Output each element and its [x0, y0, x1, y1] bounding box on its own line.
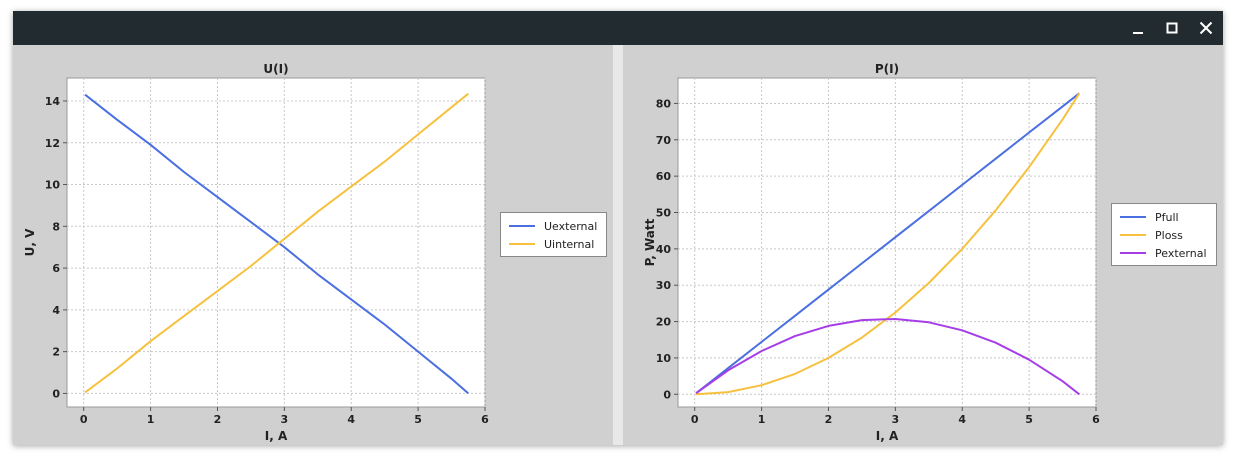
- series-line-ploss: [696, 92, 1081, 396]
- x-tick-label: 0: [80, 413, 88, 426]
- y-tick-label: 12: [45, 137, 60, 150]
- y-tick-label: 40: [656, 243, 672, 256]
- legend-swatch: [509, 243, 535, 245]
- y-tick-label: 30: [656, 279, 672, 292]
- y-tick-label: 70: [656, 134, 672, 147]
- legend-swatch: [1120, 234, 1146, 236]
- legend-ui: Uexternal Uinternal: [500, 212, 607, 257]
- legend-swatch: [1120, 216, 1146, 218]
- minimize-icon[interactable]: [1126, 16, 1150, 40]
- series-line-uinternal: [84, 92, 469, 394]
- split-pane-divider[interactable]: [613, 45, 623, 445]
- x-tick-label: 4: [347, 413, 355, 426]
- app-window: 0 1 2 3 4 5 6 0 2 4 6 8 10 12 14 U(I) I, A U, V Uexternal…: [13, 11, 1223, 445]
- legend-item: Uexternal: [509, 217, 598, 235]
- y-axis-label: P, Watt: [643, 218, 657, 266]
- y-tick-label: 60: [656, 170, 672, 183]
- y-tick-label: 0: [663, 388, 671, 401]
- legend-label: Uinternal: [544, 237, 595, 251]
- series-line-pfull: [695, 92, 1080, 394]
- y-tick-label: 20: [656, 316, 672, 329]
- chart-panel-ui: 0 1 2 3 4 5 6 0 2 4 6 8 10 12 14 U(I) I, A U, V Uexternal…: [13, 45, 613, 445]
- x-axis-label: I, A: [265, 429, 288, 443]
- x-tick-label: 0: [691, 413, 699, 426]
- y-tick-label: 80: [656, 97, 672, 110]
- x-axis-label: I, A: [876, 429, 899, 443]
- series-line-uexternal: [84, 93, 469, 395]
- legend-label: Pfull: [1155, 210, 1179, 224]
- y-tick-label: 6: [52, 262, 60, 275]
- legend-item: Ploss: [1120, 226, 1208, 244]
- legend-swatch: [509, 225, 535, 227]
- x-tick-label: 2: [825, 413, 833, 426]
- legend-swatch: [1120, 252, 1146, 254]
- legend-item: Pexternal: [1120, 244, 1208, 262]
- x-tick-label: 2: [214, 413, 222, 426]
- y-tick-label: 4: [52, 304, 60, 317]
- x-tick-label: 3: [892, 413, 900, 426]
- maximize-icon[interactable]: [1160, 16, 1184, 40]
- y-tick-label: 8: [52, 220, 60, 233]
- chart-title: U(I): [263, 62, 288, 76]
- y-tick-label: 10: [45, 179, 61, 192]
- close-icon[interactable]: [1194, 16, 1218, 40]
- x-tick-label: 4: [958, 413, 966, 426]
- y-tick-label: 2: [52, 346, 60, 359]
- legend-pi: Pfull Ploss Pexternal: [1111, 203, 1217, 266]
- chart-panel-pi: 0 1 2 3 4 5 6 0 10 20 30 40 50 60 70 80 P(I) I, A P, Watt …: [623, 45, 1223, 445]
- x-tick-label: 5: [414, 413, 422, 426]
- legend-label: Ploss: [1155, 228, 1183, 242]
- y-tick-label: 0: [52, 387, 60, 400]
- y-tick-label: 10: [656, 352, 672, 365]
- y-tick-label: 50: [656, 207, 672, 220]
- x-tick-label: 1: [147, 413, 155, 426]
- x-tick-label: 3: [281, 413, 289, 426]
- legend-label: Uexternal: [544, 219, 598, 233]
- series-line-pexternal: [695, 318, 1080, 396]
- x-tick-label: 6: [1092, 413, 1100, 426]
- legend-item: Uinternal: [509, 235, 598, 253]
- chart-title: P(I): [875, 62, 899, 76]
- x-tick-label: 6: [481, 413, 489, 426]
- y-tick-label: 14: [45, 95, 61, 108]
- legend-item: Pfull: [1120, 208, 1208, 226]
- title-bar[interactable]: [13, 11, 1223, 45]
- legend-label: Pexternal: [1155, 246, 1207, 260]
- y-axis-label: U, V: [23, 228, 37, 256]
- content-area: 0 1 2 3 4 5 6 0 2 4 6 8 10 12 14 U(I) I, A U, V Uexternal…: [13, 45, 1223, 445]
- x-tick-label: 1: [758, 413, 766, 426]
- x-tick-label: 5: [1025, 413, 1033, 426]
